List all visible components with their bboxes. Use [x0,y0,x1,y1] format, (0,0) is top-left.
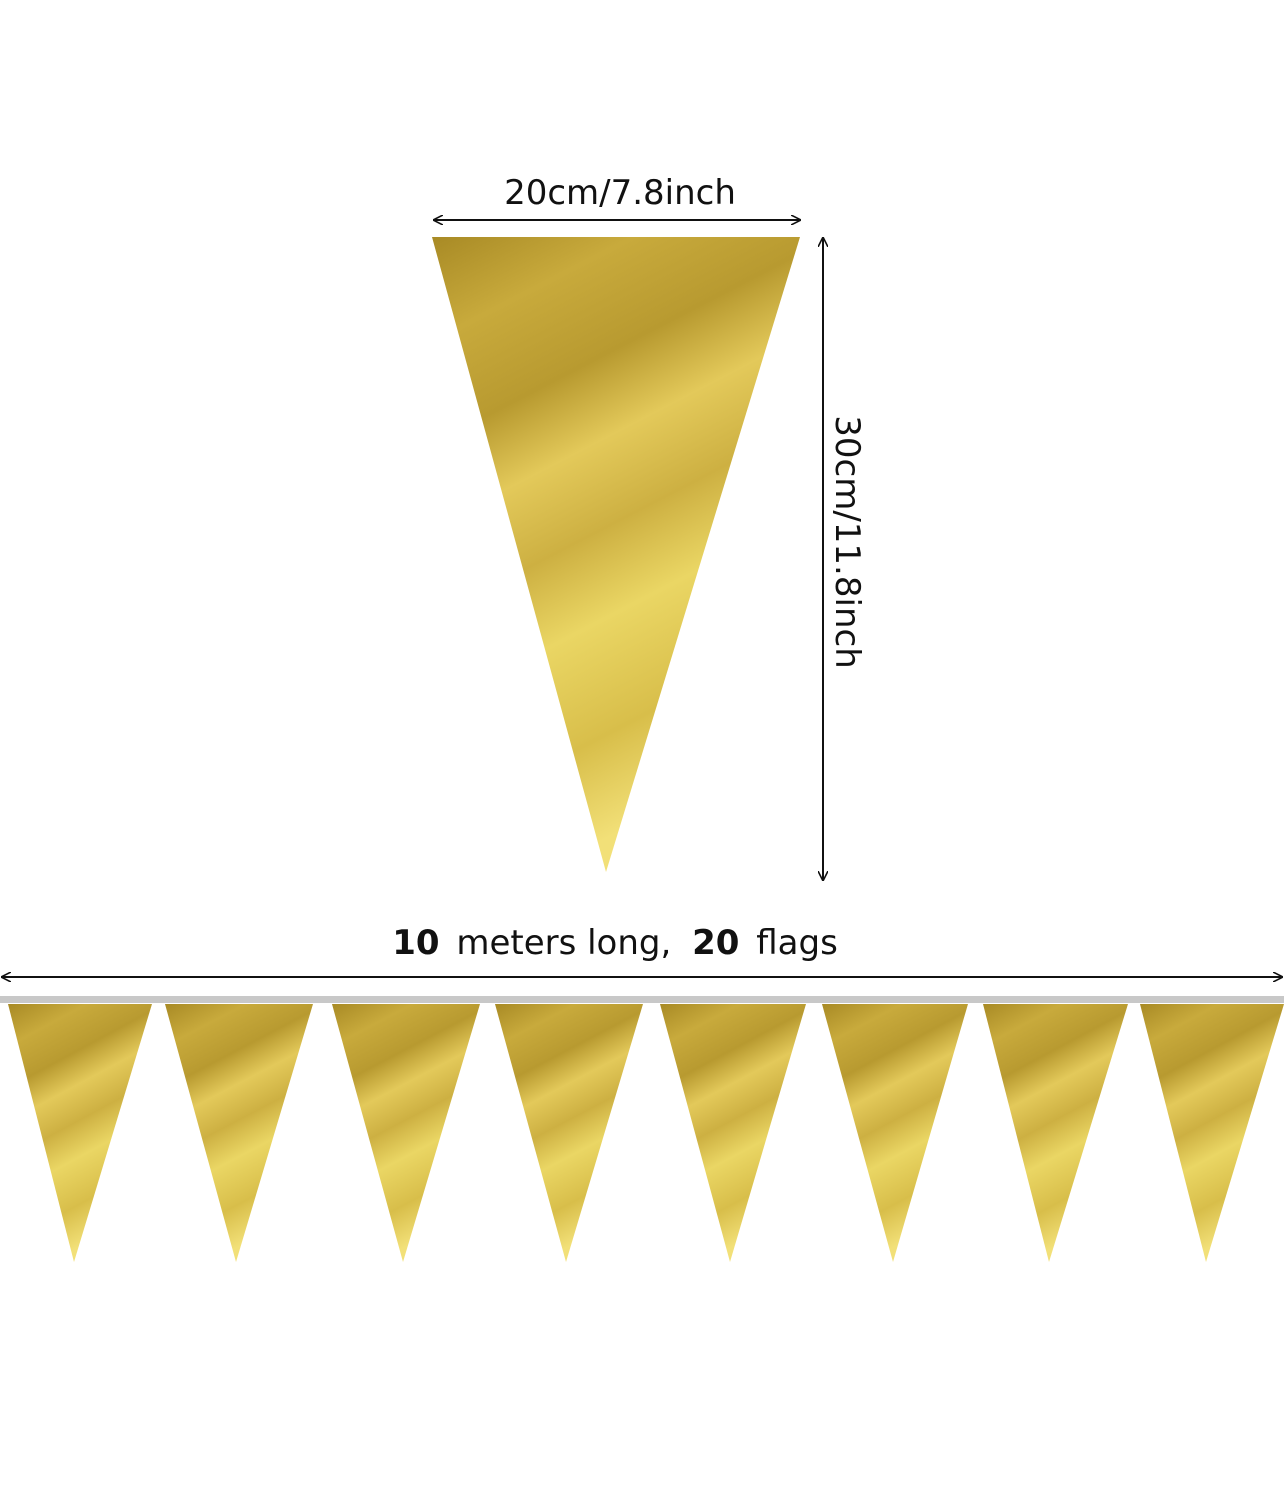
height-label: 30cm/11.8inch [827,415,867,668]
bunting [8,1004,1284,1262]
length-label: 10 meters long, 20 flags [392,923,838,963]
width-label: 20cm/7.8inch [504,173,736,213]
flag [822,1004,968,1262]
length-number: 10 [392,923,439,963]
flag-large [432,237,800,872]
flag [983,1004,1128,1262]
flag-text: flags [756,923,838,963]
flag [495,1004,643,1262]
flag [8,1004,152,1262]
flag [660,1004,806,1262]
string [0,996,1284,1003]
flag [332,1004,480,1262]
flag-count: 20 [692,923,739,963]
flag [165,1004,313,1262]
flag [1140,1004,1284,1262]
length-text: meters long, [456,923,671,963]
